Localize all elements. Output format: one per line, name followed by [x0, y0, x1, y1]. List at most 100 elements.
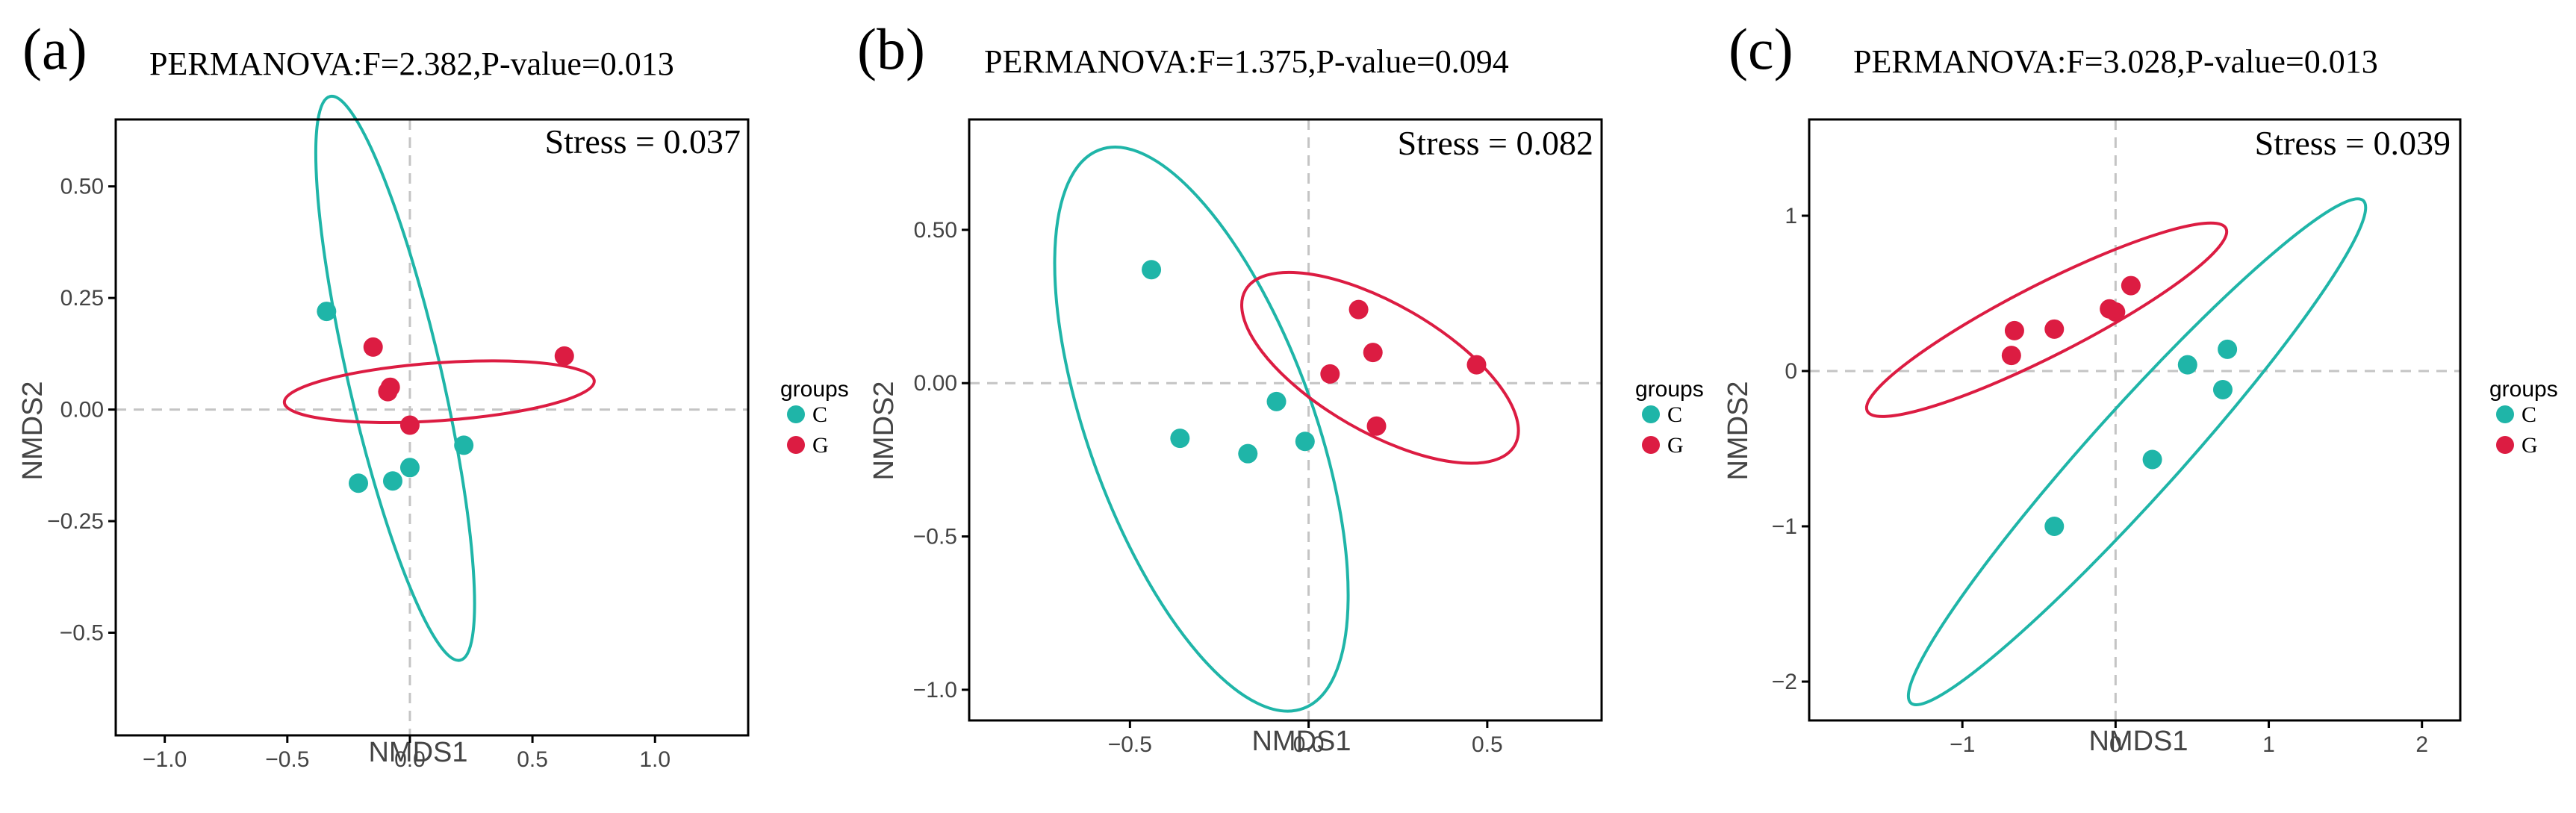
- point-C: [1238, 443, 1258, 464]
- y-tick-label: 0.50: [60, 175, 104, 199]
- legend-label-C: C: [812, 402, 827, 427]
- point-G: [2001, 346, 2021, 366]
- legend-marker-C: [787, 405, 805, 423]
- legend-title: groups: [2489, 377, 2558, 402]
- y-tick-label: 0.25: [60, 286, 104, 311]
- chart-title: PERMANOVA:F=1.375,P-value=0.094: [984, 43, 1509, 80]
- point-C: [2212, 379, 2233, 399]
- legend-title: groups: [780, 377, 849, 402]
- point-G: [363, 337, 383, 357]
- legend-label-G: G: [1667, 433, 1684, 458]
- y-tick-label: 0: [1785, 359, 1797, 384]
- y-tick-label: 1: [1785, 204, 1797, 228]
- point-C: [349, 473, 369, 493]
- y-tick-label: 0.00: [60, 398, 104, 423]
- point-C: [1170, 429, 1190, 449]
- ellipse-G: [1240, 270, 1520, 465]
- x-tick-label: −0.5: [1108, 732, 1152, 757]
- ellipse-C: [314, 94, 476, 662]
- stress-label: Stress = 0.037: [545, 122, 741, 161]
- x-tick-label: 0: [2109, 732, 2122, 757]
- plot-frame: [968, 118, 1603, 722]
- chart-title: PERMANOVA:F=3.028,P-value=0.013: [1853, 43, 2378, 80]
- y-axis-label: NMDS2: [1723, 381, 1754, 480]
- point-G: [2004, 320, 2024, 340]
- plot-frame: [114, 118, 750, 737]
- y-tick-label: −0.5: [913, 525, 957, 549]
- point-G: [2106, 302, 2126, 322]
- point-C: [454, 435, 474, 455]
- legend-marker-C: [2496, 405, 2514, 423]
- point-C: [399, 458, 420, 478]
- point-C: [2218, 339, 2238, 359]
- point-C: [2177, 355, 2197, 375]
- ellipse-G: [1864, 221, 2229, 418]
- point-G: [1366, 416, 1387, 436]
- point-C: [317, 302, 337, 322]
- x-tick-label: 1.0: [639, 747, 671, 772]
- y-tick-label: −1.0: [913, 678, 957, 703]
- x-tick-label: 0.0: [394, 747, 426, 772]
- point-C: [2044, 516, 2065, 536]
- x-axis-label: NMDS1: [2088, 726, 2188, 757]
- panel-b: (b) PERMANOVA:F=1.375,P-value=0.094 Stre…: [857, 16, 1704, 757]
- y-tick-label: −2: [1772, 670, 1797, 694]
- plot-area: [116, 94, 748, 735]
- point-G: [1466, 355, 1487, 375]
- point-C: [382, 471, 402, 491]
- point-G: [380, 377, 400, 397]
- legend-label-G: G: [2521, 433, 2538, 458]
- panel-c: (c) PERMANOVA:F=3.028,P-value=0.013 Stre…: [1723, 16, 2558, 757]
- y-axis-label: NMDS2: [17, 381, 49, 480]
- point-G: [554, 346, 574, 366]
- legend-marker-G: [1642, 436, 1660, 454]
- x-tick-label: −0.5: [265, 747, 309, 772]
- legend-marker-C: [1642, 405, 1660, 423]
- y-tick-label: −1: [1772, 514, 1797, 539]
- x-tick-label: −1: [1950, 732, 1975, 757]
- panel-label: (c): [1729, 16, 1793, 81]
- stress-label: Stress = 0.082: [1398, 124, 1593, 162]
- legend-label-C: C: [1667, 402, 1682, 427]
- point-C: [1142, 260, 1162, 280]
- y-tick-label: −0.5: [60, 621, 104, 646]
- legend-label-G: G: [812, 433, 829, 458]
- panel-label: (b): [857, 16, 925, 81]
- x-tick-label: 1: [2262, 732, 2275, 757]
- x-tick-label: 0.5: [1472, 732, 1503, 757]
- point-C: [1266, 391, 1287, 411]
- x-tick-label: 0.5: [517, 747, 548, 772]
- ellipse-C: [1906, 197, 2368, 706]
- x-axis-label: NMDS1: [1251, 726, 1351, 757]
- point-G: [2121, 275, 2141, 296]
- plot-area: [1809, 119, 2460, 720]
- x-tick-label: 2: [2415, 732, 2428, 757]
- point-G: [399, 415, 420, 435]
- stress-label: Stress = 0.039: [2255, 124, 2451, 162]
- plot-frame: [1808, 118, 2462, 722]
- point-G: [1348, 299, 1369, 320]
- panel-a: (a) PERMANOVA:F=2.382,P-value=0.013 Stre…: [17, 16, 849, 772]
- legend-marker-G: [787, 436, 805, 454]
- y-tick-label: −0.25: [47, 509, 104, 534]
- x-axis-label: NMDS1: [368, 737, 467, 768]
- point-G: [2044, 319, 2065, 339]
- legend-marker-G: [2496, 436, 2514, 454]
- y-tick-label: 0.50: [914, 218, 957, 243]
- legend-label-C: C: [2521, 402, 2536, 427]
- y-axis-label: NMDS2: [868, 381, 900, 480]
- point-C: [1295, 432, 1315, 452]
- y-tick-label: 0.00: [914, 371, 957, 396]
- chart-title: PERMANOVA:F=2.382,P-value=0.013: [149, 46, 674, 82]
- point-G: [1320, 364, 1340, 384]
- point-C: [2142, 449, 2162, 470]
- plot-area: [969, 119, 1602, 720]
- x-tick-label: 0.0: [1293, 732, 1325, 757]
- ellipse-G: [282, 359, 596, 425]
- point-G: [1363, 343, 1383, 363]
- x-tick-label: −1.0: [143, 747, 187, 772]
- ellipse-C: [1053, 146, 1350, 713]
- legend-title: groups: [1635, 377, 1704, 402]
